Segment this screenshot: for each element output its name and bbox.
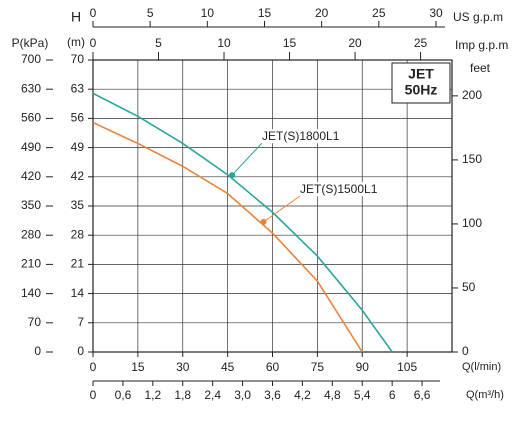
- leader-line: [263, 195, 301, 223]
- p-tick-label: 0: [34, 344, 41, 358]
- m3h-tick-label: 6: [389, 388, 396, 402]
- us-gpm-tick-label: 5: [147, 6, 154, 20]
- x-tick-label: 30: [176, 360, 190, 374]
- x-tick-label: 0: [90, 360, 97, 374]
- imp-gpm-tick-label: 5: [155, 36, 162, 50]
- badge-box: [391, 62, 451, 104]
- x-tick-label: 75: [311, 360, 325, 374]
- p-tick-label: 560: [21, 111, 41, 125]
- x-axis-label: Q(l/min): [462, 361, 501, 373]
- feet-tick-label: 0: [462, 344, 469, 358]
- x-tick-label: 60: [266, 360, 280, 374]
- series-label: JET(S)1500L1: [300, 182, 378, 196]
- us-gpm-tick-label: 15: [258, 6, 272, 20]
- p-tick-label: 280: [21, 227, 41, 241]
- y-tick-label: 70: [71, 52, 85, 66]
- y-tick-label: 14: [71, 286, 85, 300]
- x-tick-label: 90: [356, 360, 370, 374]
- p-tick-label: 210: [21, 257, 41, 271]
- leader-line: [231, 142, 263, 176]
- us-gpm-tick-label: 20: [315, 6, 329, 20]
- m3h-tick-label: 2,4: [204, 388, 221, 402]
- series-line: [92, 92, 393, 353]
- m3h-tick-label: 0,6: [115, 388, 132, 402]
- feet-tick-label: 200: [462, 88, 482, 102]
- m3h-tick-label: 1,2: [144, 388, 161, 402]
- imp-gpm-tick-label: 25: [414, 36, 428, 50]
- m3h-tick-label: 3,0: [234, 388, 251, 402]
- y-tick-label: 42: [71, 169, 85, 183]
- m3h-tick-label: 0: [90, 388, 97, 402]
- m3h-tick-label: 4,8: [324, 388, 341, 402]
- p-tick-label: 700: [21, 52, 41, 66]
- series-marker: [260, 218, 267, 225]
- imp-gpm-label: Imp g.p.m: [455, 38, 508, 52]
- m3h-tick-label: 6,6: [414, 388, 431, 402]
- m3h-tick-label: 1,8: [174, 388, 191, 402]
- p-tick-label: 140: [21, 286, 41, 300]
- series-marker: [229, 172, 236, 179]
- m3h-axis-label: Q(m³/h): [466, 389, 504, 401]
- x-tick-label: 45: [221, 360, 235, 374]
- x-tick-label: 105: [397, 360, 417, 374]
- p-tick-label: 490: [21, 140, 41, 154]
- imp-gpm-tick-label: 0: [90, 36, 97, 50]
- badge-text: 50Hz: [405, 82, 438, 98]
- m3h-tick-label: 3,6: [264, 388, 281, 402]
- y-tick-label: 49: [71, 140, 85, 154]
- y-tick-label: 56: [71, 111, 85, 125]
- p-tick-label: 630: [21, 81, 41, 95]
- us-gpm-tick-label: 30: [429, 6, 443, 20]
- m3h-tick-label: 4,2: [294, 388, 311, 402]
- y-tick-label: 35: [71, 198, 85, 212]
- y-tick-label: 63: [71, 81, 85, 95]
- p-tick-label: 350: [21, 198, 41, 212]
- feet-axis-label: feet: [470, 61, 491, 75]
- imp-gpm-tick-label: 10: [217, 36, 231, 50]
- y-axis-unit: (m): [67, 35, 85, 49]
- series-line: [92, 121, 363, 353]
- series-label-bg: [299, 182, 379, 197]
- plot-frame: [92, 59, 453, 353]
- m3h-tick-label: 5,4: [354, 388, 371, 402]
- badge-text: JET: [408, 66, 434, 82]
- imp-gpm-tick-label: 20: [348, 36, 362, 50]
- us-gpm-tick-label: 0: [90, 6, 97, 20]
- p-tick-label: 420: [21, 169, 41, 183]
- series-label-bg: [261, 129, 341, 144]
- y-tick-label: 21: [71, 257, 85, 271]
- y-tick-label: 7: [77, 315, 84, 329]
- imp-gpm-tick-label: 15: [283, 36, 297, 50]
- us-gpm-tick-label: 25: [372, 6, 386, 20]
- y-tick-label: 0: [77, 344, 84, 358]
- x-tick-label: 15: [131, 360, 145, 374]
- p-axis-label: P(kPa): [12, 36, 49, 50]
- p-tick-label: 70: [28, 315, 42, 329]
- y-axis-label: H: [71, 9, 81, 25]
- feet-tick-label: 150: [462, 152, 482, 166]
- feet-tick-label: 50: [462, 280, 476, 294]
- series-label: JET(S)1800L1: [262, 129, 340, 143]
- us-gpm-tick-label: 10: [201, 6, 215, 20]
- y-tick-label: 28: [71, 227, 85, 241]
- us-gpm-label: US g.p.m: [453, 10, 503, 24]
- feet-tick-label: 100: [462, 216, 482, 230]
